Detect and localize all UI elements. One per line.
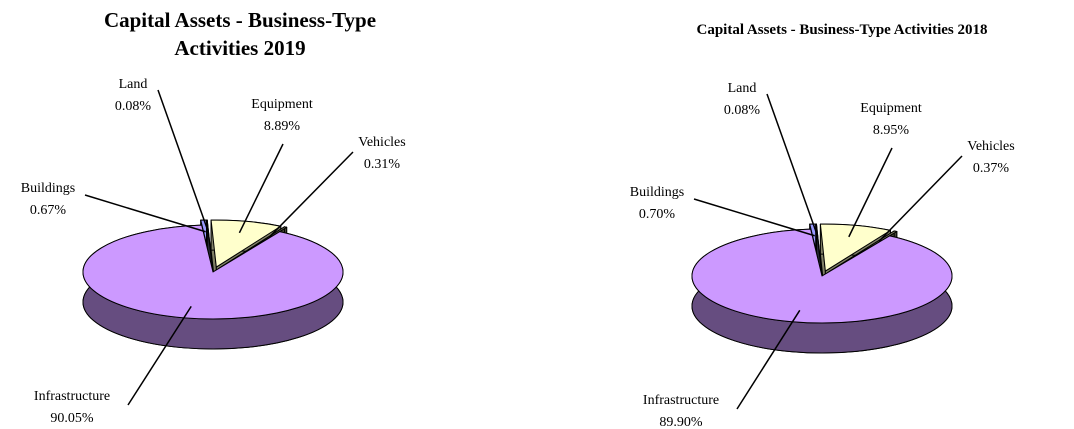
slice-label: Buildings xyxy=(21,181,75,196)
slice-label: Infrastructure xyxy=(34,389,110,404)
value-label: 0.70% xyxy=(639,207,676,222)
value-label: 90.05% xyxy=(50,411,94,426)
slice-label: Equipment xyxy=(251,97,313,112)
leader-line xyxy=(127,305,192,406)
value-label: 8.89% xyxy=(264,119,301,134)
leader-line xyxy=(736,309,801,410)
value-label: 0.08% xyxy=(115,99,152,114)
leader-line xyxy=(766,93,819,236)
chart-title: Capital Assets - Business-Type Activitie… xyxy=(103,8,377,60)
slice-label: Vehicles xyxy=(358,135,405,150)
leader-line xyxy=(84,194,206,233)
leader-line xyxy=(878,155,963,242)
value-label: 0.37% xyxy=(973,161,1010,176)
leader-line xyxy=(848,147,893,238)
value-label: 0.08% xyxy=(724,103,761,118)
value-label: 89.90% xyxy=(659,415,703,429)
leader-line xyxy=(268,151,354,238)
chart-title: Capital Assets - Business-Type Activitie… xyxy=(696,22,988,38)
slice-label: Land xyxy=(119,77,148,92)
value-label: 0.31% xyxy=(364,157,401,172)
leader-line xyxy=(238,143,284,234)
leader-line xyxy=(157,89,209,232)
slice-label: Buildings xyxy=(630,185,684,200)
value-label: 0.67% xyxy=(30,203,67,218)
leader-line xyxy=(693,198,815,237)
slice-label: Land xyxy=(728,81,757,96)
value-label: 8.95% xyxy=(873,123,910,138)
slice-label: Equipment xyxy=(860,101,922,116)
slice-label: Vehicles xyxy=(967,139,1014,154)
slice-label: Infrastructure xyxy=(643,393,719,408)
